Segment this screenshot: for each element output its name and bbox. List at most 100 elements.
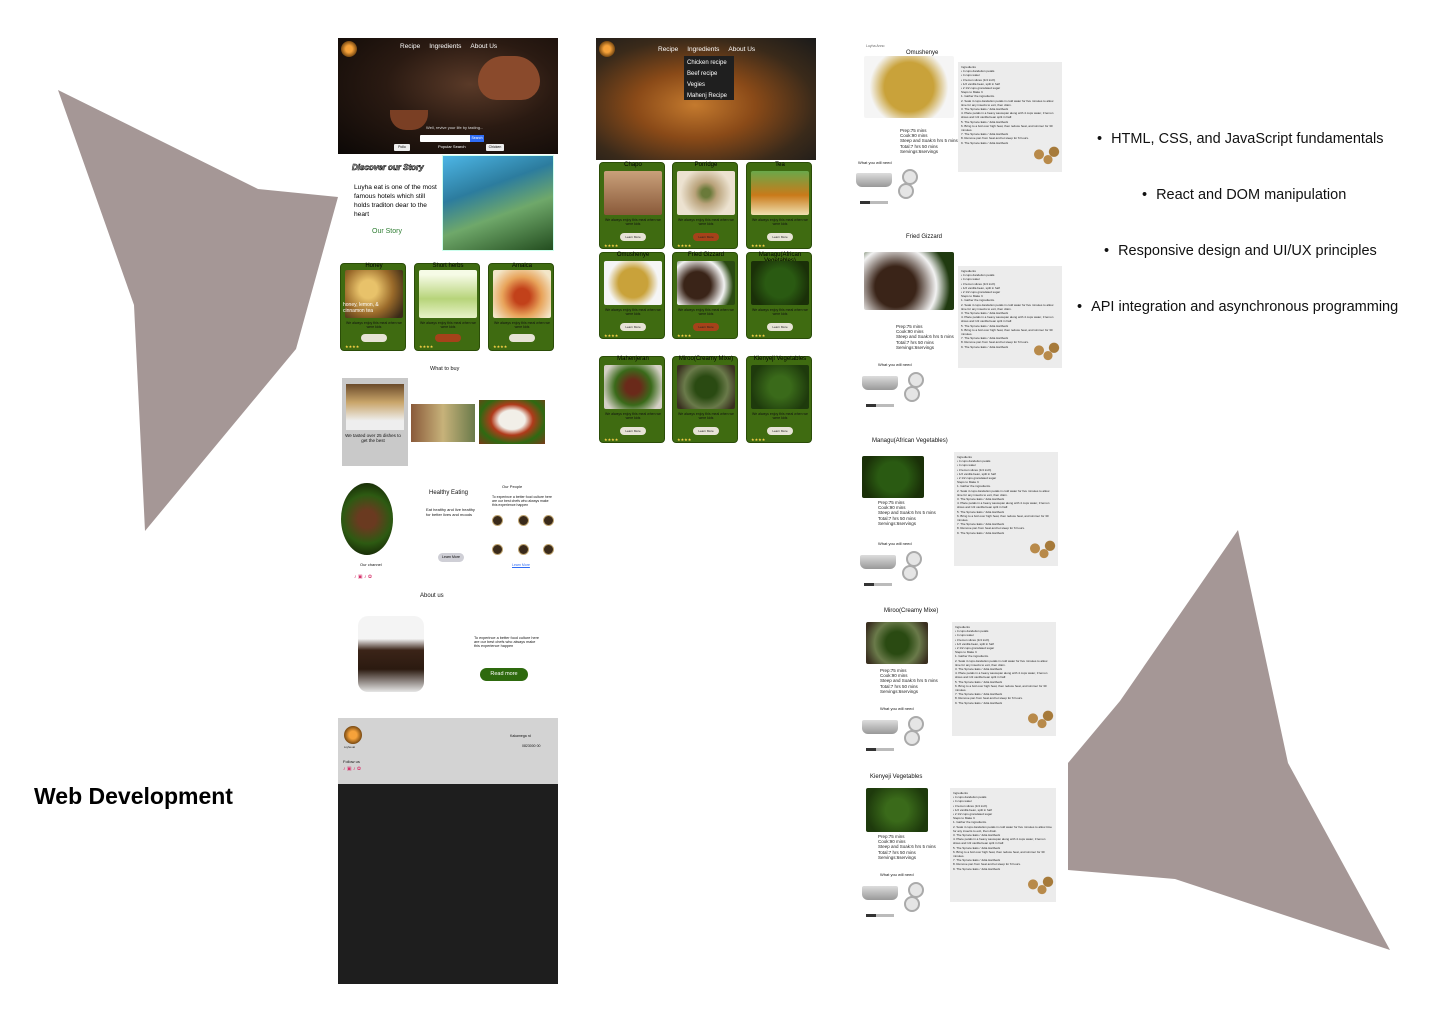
food-card[interactable]: Amaica We always enjoy this meal when we…	[488, 263, 554, 351]
dropdown-item[interactable]: Vegies	[687, 82, 706, 88]
pot-icon	[860, 555, 896, 569]
chef-avatar[interactable]	[492, 515, 503, 526]
healthy-text: Eat healthy and live healthy for better …	[426, 507, 475, 517]
grocery-image	[346, 384, 404, 430]
pan-icon	[904, 386, 920, 402]
dropdown-item[interactable]: Beef recipe	[687, 71, 718, 77]
dropdown-item[interactable]: Mahenj Recipe	[687, 93, 728, 99]
pot-icon	[856, 173, 892, 187]
recipe-card[interactable]: Managu(African Vegetables)We always enjo…	[746, 252, 812, 339]
card-desc: We always enjoy this meal when we were k…	[420, 321, 476, 329]
nav-ingredients[interactable]: Ingredients	[687, 46, 720, 53]
card-stars: ★★★★	[751, 333, 766, 338]
chef-avatar[interactable]	[543, 544, 554, 555]
section-title: Web Development	[34, 783, 233, 809]
card-title: Chapo	[624, 162, 642, 168]
skill-item: Responsive design and UI/UX principles	[1104, 243, 1377, 259]
card-button[interactable]	[435, 334, 461, 342]
nav-ingredients[interactable]: Ingredients	[429, 43, 462, 50]
footer-brand: Luyha eat	[344, 746, 355, 749]
card-image	[345, 270, 403, 318]
our-story-link[interactable]: Our Story	[372, 228, 402, 235]
card-image	[419, 270, 477, 318]
card-learn-more-button[interactable]: Learn More	[693, 323, 719, 331]
pot-icon	[862, 886, 898, 900]
knife-icon	[866, 748, 894, 751]
card-learn-more-button[interactable]: Learn More	[767, 427, 793, 435]
left-arrow-shape	[58, 90, 338, 531]
card-title: Fried Gizzard	[687, 252, 724, 258]
skill-item: React and DOM manipulation	[1142, 187, 1346, 203]
card-title: Tea	[775, 162, 785, 168]
popular-left-button[interactable]: Pollo	[394, 144, 410, 151]
card-learn-more-button[interactable]: Learn More	[620, 233, 646, 241]
our-people-link[interactable]: Learn More	[512, 563, 530, 567]
chef-avatar[interactable]	[543, 515, 554, 526]
logo-icon[interactable]	[341, 41, 357, 57]
nav-about[interactable]: About Us	[470, 43, 498, 50]
recipe-card[interactable]: Kienyeji Vegetables We always enjoy this …	[746, 356, 812, 443]
right-arrow-shape	[1068, 530, 1390, 950]
dish-title: Miroo(Creamy Mixe)	[884, 608, 939, 614]
what-to-buy-caption: We tasted over 25 dishes to get the best	[345, 433, 401, 443]
food-card[interactable]: Honey honey, lemon, & cinnamon tea We al…	[340, 263, 406, 351]
card-stars: ★★★★	[604, 333, 619, 338]
card-title: Porridge	[694, 162, 718, 168]
footer-address: Kakamega rd	[510, 734, 531, 738]
card-learn-more-button[interactable]: Learn More	[693, 233, 719, 241]
social-icons[interactable]: ♪ ▣ ♪ ✿	[354, 574, 373, 580]
nav-about[interactable]: About Us	[728, 46, 756, 53]
nav-recipe[interactable]: Recipe	[400, 43, 421, 50]
card-stars: ★★★★	[493, 344, 508, 349]
card-learn-more-button[interactable]: Learn More	[767, 233, 793, 241]
dropdown-item[interactable]: Chicken recipe	[687, 60, 727, 66]
recipes-page-mockup: Recipe Ingredients About Us Chicken reci…	[596, 38, 816, 446]
logo-icon[interactable]	[599, 41, 615, 57]
dish-title: Fried Gizzard	[906, 234, 943, 240]
nav-recipe[interactable]: Recipe	[658, 46, 679, 53]
card-stars: ★★★★	[751, 243, 766, 248]
card-stars: ★★★★	[677, 333, 692, 338]
card-learn-more-button[interactable]: Learn More	[620, 427, 646, 435]
recipe-card[interactable]: Tea We always enjoy this meal when we wer…	[746, 162, 812, 249]
recipe-card[interactable]: Chapo We always enjoy this meal when we w…	[599, 162, 665, 249]
hotel-walkway-image	[442, 155, 554, 251]
card-learn-more-button[interactable]: Learn More	[620, 323, 646, 331]
hero-search-button[interactable]: Search	[470, 135, 484, 142]
food-card[interactable]: Short herbs We always enjoy this meal wh…	[414, 263, 480, 351]
card-learn-more-button[interactable]: Learn More	[693, 427, 719, 435]
ugali-image	[479, 400, 545, 444]
wooden-spoons-image	[1030, 340, 1060, 366]
footer-social-icons[interactable]: ♪ ▣ ♪ ✿	[343, 766, 362, 772]
teacup-image	[390, 110, 428, 130]
card-image	[677, 171, 735, 215]
prep-info: Prep:75 mins Cook:90 mins Steep and Soak…	[900, 128, 958, 154]
read-more-button[interactable]: Read more	[480, 668, 528, 681]
chef-avatar[interactable]	[518, 544, 529, 555]
recipe-card[interactable]: Miroo(Creamy Mixe) We always enjoy this m…	[672, 356, 738, 443]
ingredients-dropdown[interactable]: Chicken recipe Beef recipe Vegies Mahenj…	[684, 56, 734, 100]
popular-right-button[interactable]: Chicken	[486, 144, 504, 151]
hero-search-input[interactable]	[420, 135, 484, 142]
chef-avatar[interactable]	[518, 515, 529, 526]
card-button[interactable]	[509, 334, 535, 342]
card-learn-more-button[interactable]: Learn More	[767, 323, 793, 331]
card-desc: We always enjoy this meal when we were k…	[678, 412, 734, 420]
card-button[interactable]	[361, 334, 387, 342]
card-stars: ★★★★	[677, 437, 692, 442]
card-image	[677, 365, 735, 409]
card-desc: We always enjoy this meal when we were k…	[346, 321, 402, 329]
recipe-card[interactable]: Mahenjeran We always enjoy this meal when…	[599, 356, 665, 443]
chicken-hero-image: Recipe Ingredients About Us Chicken reci…	[596, 38, 816, 160]
healthy-learn-more[interactable]: Learn More	[438, 553, 464, 562]
recipe-card[interactable]: Fried Gizzard We always enjoy this meal w…	[672, 252, 738, 339]
wooden-spoons-image	[1024, 708, 1054, 734]
recipe-card[interactable]: Porridge We always enjoy this meal when w…	[672, 162, 738, 249]
recipe-card[interactable]: Omushenye We always enjoy this meal when …	[599, 252, 665, 339]
card-image	[751, 261, 809, 305]
back-link[interactable]: Luyha Anno	[866, 44, 885, 48]
card-stars: ★★★★	[751, 437, 766, 442]
chef-portrait-image	[358, 616, 424, 692]
card-image	[604, 171, 662, 215]
chef-avatar[interactable]	[492, 544, 503, 555]
